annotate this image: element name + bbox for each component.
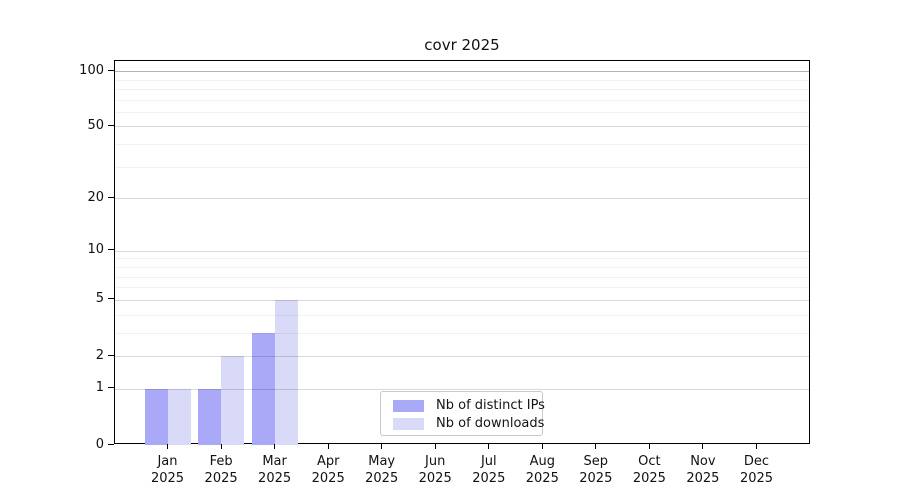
minor-gridline xyxy=(115,332,809,334)
x-tick-label: Dec 2025 xyxy=(739,454,774,486)
y-tick-mark xyxy=(108,387,114,389)
x-tick-mark xyxy=(220,444,222,449)
y-tick-label: 10 xyxy=(87,242,104,258)
x-tick-mark xyxy=(595,444,597,449)
x-tick-label: Mar 2025 xyxy=(258,454,292,486)
minor-gridline xyxy=(115,79,809,81)
chart-title: covr 2025 xyxy=(424,36,500,54)
y-tick-mark xyxy=(108,354,114,356)
minor-gridline xyxy=(115,314,809,316)
major-gridline xyxy=(115,356,809,357)
x-tick-label: Jun 2025 xyxy=(418,454,452,486)
x-tick-label: Oct 2025 xyxy=(632,454,666,486)
x-tick-label: Aug 2025 xyxy=(525,454,559,486)
minor-gridline xyxy=(115,267,809,268)
legend-swatch-downloads-icon xyxy=(393,417,424,430)
x-tick-label: Sep 2025 xyxy=(579,454,613,486)
y-tick-mark xyxy=(108,298,114,300)
minor-gridline xyxy=(115,276,809,278)
minor-gridline xyxy=(115,144,809,146)
legend-label-distinct-ips: Nb of distinct IPs xyxy=(436,398,545,413)
bar-downloads xyxy=(274,299,298,445)
y-tick-label: 2 xyxy=(95,347,104,363)
x-tick-mark xyxy=(702,444,704,449)
minor-gridline xyxy=(115,99,809,101)
plot-area xyxy=(114,60,810,445)
x-tick-label: May 2025 xyxy=(365,454,399,486)
bar-distinct-ips xyxy=(251,332,275,445)
y-tick-mark xyxy=(108,249,114,251)
x-tick-mark xyxy=(434,444,436,449)
x-tick-label: Jan 2025 xyxy=(150,454,185,486)
bar-downloads xyxy=(167,388,191,445)
y-tick-mark xyxy=(108,124,114,126)
y-tick-mark xyxy=(108,69,114,71)
legend-item-downloads: Nb of downloads xyxy=(393,416,544,431)
minor-gridline xyxy=(115,88,809,90)
x-tick-mark xyxy=(274,444,276,449)
x-tick-mark xyxy=(381,444,383,449)
x-tick-label: Feb 2025 xyxy=(204,454,238,486)
x-tick-mark xyxy=(327,444,329,449)
y-tick-label: 1 xyxy=(95,380,104,396)
y-tick-label: 0 xyxy=(95,436,104,452)
major-gridline xyxy=(115,198,809,200)
x-tick-label: Apr 2025 xyxy=(311,454,345,486)
legend-swatch-distinct-ips-icon xyxy=(393,399,424,412)
x-tick-mark xyxy=(167,444,168,449)
y-tick-mark xyxy=(108,443,114,445)
bar-downloads xyxy=(221,356,245,445)
x-tick-label: Jul 2025 xyxy=(472,454,506,486)
x-tick-label: Nov 2025 xyxy=(686,454,720,486)
legend: Nb of distinct IPs Nb of downloads xyxy=(380,391,545,436)
y-tick-label: 20 xyxy=(87,189,104,205)
y-tick-mark xyxy=(108,196,114,198)
x-tick-mark xyxy=(541,444,543,449)
x-tick-mark xyxy=(756,444,757,449)
y-tick-label: 100 xyxy=(79,62,104,78)
x-tick-mark xyxy=(648,444,650,449)
bar-distinct-ips xyxy=(198,388,222,445)
legend-item-distinct-ips: Nb of distinct IPs xyxy=(393,398,545,413)
major-gridline xyxy=(115,126,809,128)
y-tick-label: 5 xyxy=(95,291,104,307)
minor-gridline xyxy=(115,258,809,260)
y-tick-label: 50 xyxy=(87,117,104,133)
legend-label-downloads: Nb of downloads xyxy=(436,416,545,431)
minor-gridline xyxy=(115,111,809,113)
major-gridline xyxy=(115,388,809,390)
major-gridline xyxy=(115,71,809,72)
minor-gridline xyxy=(115,166,809,168)
bar-distinct-ips xyxy=(144,388,168,445)
minor-gridline xyxy=(115,287,809,289)
major-gridline xyxy=(115,299,809,301)
x-tick-mark xyxy=(488,444,490,449)
major-gridline xyxy=(115,250,809,252)
